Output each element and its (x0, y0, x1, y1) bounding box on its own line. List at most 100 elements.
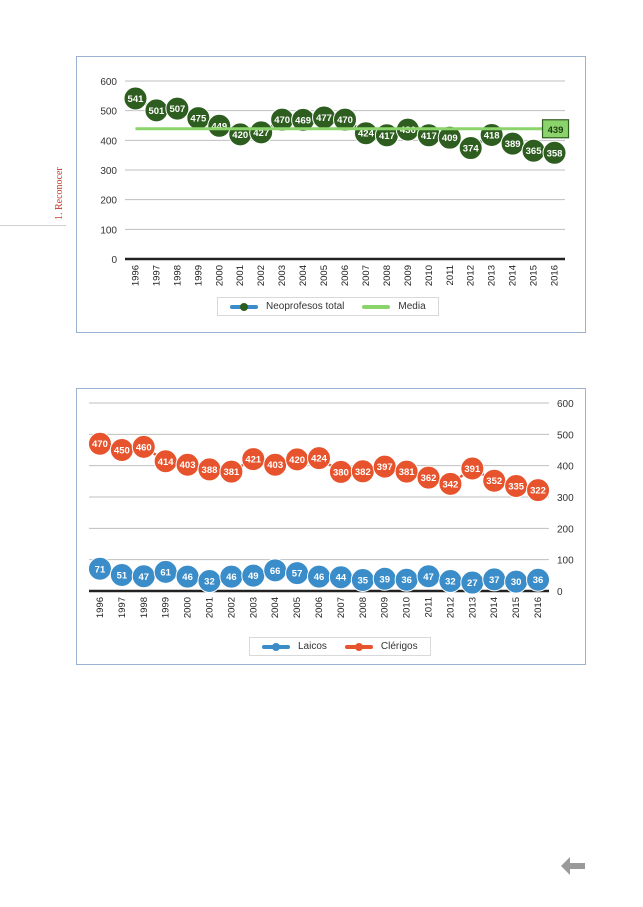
data-label-neoprofesos: 436 (400, 125, 416, 136)
divider (0, 225, 66, 226)
x-tick-label: 2000 (214, 265, 225, 286)
x-tick-label: 1996 (95, 597, 106, 618)
x-tick-label: 2014 (508, 265, 519, 286)
legend-swatch-clerigos (344, 642, 373, 651)
data-label-laicos: 46 (226, 572, 237, 583)
data-label-neoprofesos: 417 (421, 131, 437, 142)
data-label-clerigos: 420 (289, 455, 305, 466)
x-tick-label: 2004 (298, 265, 309, 286)
left-arrow-icon[interactable] (560, 856, 586, 876)
x-tick-label: 2006 (340, 265, 351, 286)
x-tick-label: 2013 (467, 597, 478, 618)
x-tick-label: 1997 (117, 597, 128, 618)
data-label-laicos: 32 (204, 576, 215, 587)
x-tick-label: 1998 (172, 265, 183, 286)
legend-label-laicos: Laicos (298, 641, 327, 652)
data-label-clerigos: 391 (464, 464, 481, 475)
media-value-label: 439 (548, 125, 564, 136)
legend-swatch-media (362, 304, 391, 309)
data-label-clerigos: 460 (136, 442, 152, 453)
x-tick-label: 2003 (277, 265, 288, 286)
data-point-neoprofesos (207, 113, 232, 138)
y-tick-label: 400 (557, 462, 574, 473)
media-value-box (541, 119, 570, 139)
data-label-laicos: 32 (445, 576, 456, 587)
data-label-clerigos: 335 (508, 482, 525, 493)
y-tick-label: 0 (111, 255, 117, 266)
data-label-clerigos: 381 (399, 467, 416, 478)
section-label: 1. Reconocer (54, 167, 65, 220)
x-tick-label: 2008 (358, 597, 369, 618)
data-label-clerigos: 470 (92, 439, 108, 450)
data-label-neoprofesos: 418 (484, 130, 500, 141)
x-tick-label: 2009 (380, 597, 391, 618)
x-tick-label: 2001 (204, 597, 215, 618)
y-tick-label: 200 (100, 196, 117, 207)
data-point-clerigos (438, 471, 463, 496)
data-label-laicos: 30 (511, 577, 522, 588)
data-label-laicos: 36 (533, 575, 544, 586)
legend-swatch-neoprofesos (230, 302, 258, 311)
chart-1-legend: Neoprofesos total Media (217, 297, 439, 316)
data-label-clerigos: 403 (267, 460, 283, 471)
legend-label-media: Media (398, 301, 426, 312)
chart-1-canvas: 0 100 200 300 400 500 600 1996 1997 1998 1999 2000 2… (100, 77, 570, 286)
x-tick-label: 2004 (270, 597, 281, 618)
data-label-neoprofesos: 374 (463, 144, 480, 155)
x-tick-label: 1999 (161, 597, 172, 618)
data-point-clerigos (416, 465, 441, 490)
x-tick-label: 2016 (550, 265, 561, 286)
x-tick-label: 2005 (292, 597, 303, 618)
data-label-neoprofesos: 389 (505, 139, 521, 150)
x-tick-label: 2010 (424, 265, 435, 286)
data-point-clerigos (460, 456, 485, 481)
x-tick-label: 1998 (139, 597, 150, 618)
data-point-laicos (526, 567, 551, 592)
data-label-neoprofesos: 358 (547, 148, 563, 159)
data-label-neoprofesos: 365 (526, 146, 543, 157)
data-label-laicos: 71 (95, 564, 106, 575)
data-label-neoprofesos: 449 (211, 121, 227, 132)
data-point-clerigos (131, 434, 156, 459)
data-point-clerigos (219, 459, 244, 484)
data-label-neoprofesos: 409 (442, 133, 458, 144)
x-tick-label: 2016 (533, 597, 544, 618)
data-label-laicos: 27 (467, 578, 478, 589)
x-tick-label: 1996 (130, 265, 141, 286)
x-tick-label: 2014 (489, 597, 500, 618)
data-label-clerigos: 322 (530, 486, 546, 497)
y-tick-label: 500 (100, 107, 117, 118)
chart-neoprofesos-total: 0 100 200 300 400 500 600 1996 1997 1998 1999 2000 2… (76, 56, 586, 333)
data-label-neoprofesos: 475 (190, 114, 207, 125)
data-point-neoprofesos (437, 125, 462, 150)
data-label-laicos: 37 (489, 575, 500, 586)
data-label-clerigos: 397 (377, 462, 393, 473)
x-tick-label: 2003 (248, 597, 259, 618)
y-tick-label: 600 (557, 399, 574, 410)
data-label-neoprofesos: 501 (148, 106, 165, 117)
x-tick-label: 2000 (183, 597, 194, 618)
data-point-neoprofesos (249, 120, 274, 145)
data-label-neoprofesos: 417 (379, 131, 395, 142)
y-tick-label: 300 (100, 166, 117, 177)
legend-item-clerigos: Clérigos (344, 641, 418, 652)
x-tick-label: 2013 (487, 265, 498, 286)
data-label-laicos: 39 (379, 574, 390, 585)
x-tick-label: 2001 (235, 265, 246, 286)
y-tick-label: 400 (100, 136, 117, 147)
data-label-laicos: 61 (160, 567, 171, 578)
legend-item-neoprofesos: Neoprofesos total (230, 301, 344, 312)
data-label-neoprofesos: 541 (128, 94, 145, 105)
data-point-neoprofesos (542, 140, 567, 165)
x-tick-label: 1997 (151, 265, 162, 286)
data-label-laicos: 47 (138, 572, 149, 583)
x-tick-label: 2005 (319, 265, 330, 286)
data-label-clerigos: 388 (202, 465, 218, 476)
data-point-clerigos (87, 431, 112, 456)
x-tick-label: 2007 (361, 265, 372, 286)
data-label-clerigos: 424 (311, 454, 328, 465)
x-tick-label: 2008 (382, 265, 393, 286)
x-tick-label: 2002 (226, 597, 237, 618)
x-tick-label: 2007 (336, 597, 347, 618)
data-label-laicos: 36 (401, 575, 412, 586)
